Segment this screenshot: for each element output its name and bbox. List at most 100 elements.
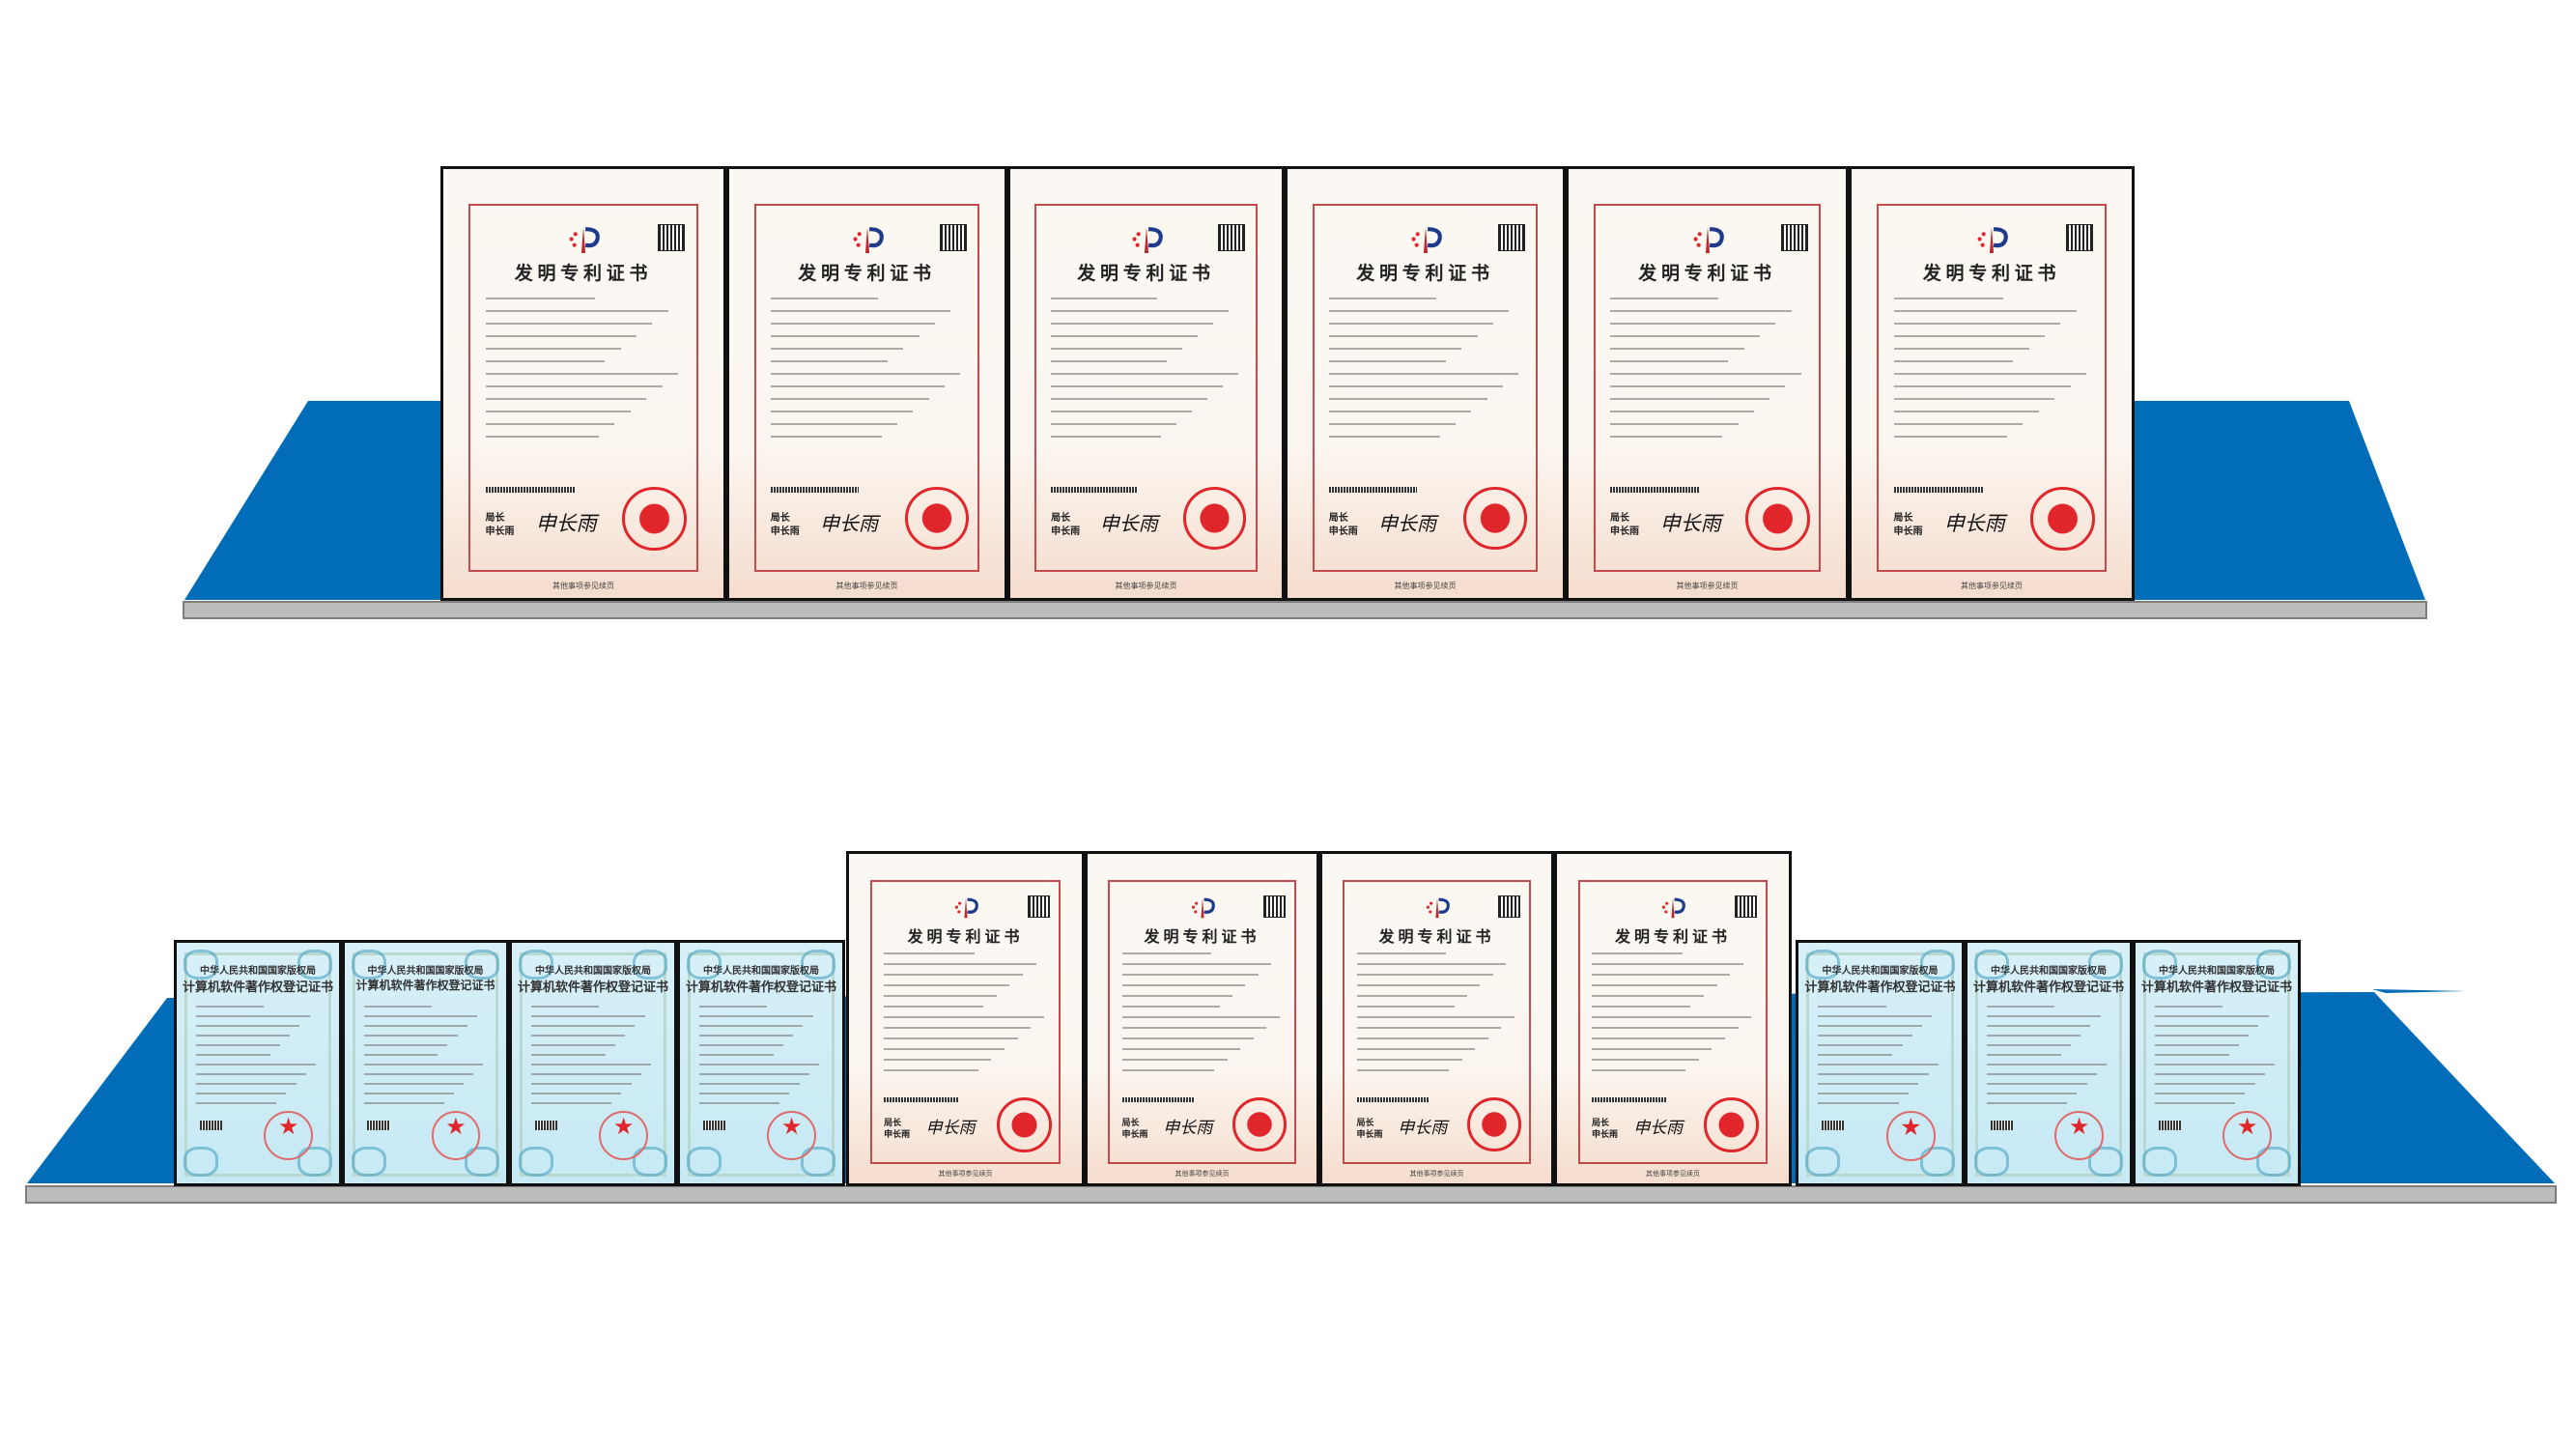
software-copyright-certificate: 中华人民共和国国家版权局 计算机软件著作权登记证书 ★ [342, 940, 509, 1186]
software-copyright-certificate: 中华人民共和国国家版权局 计算机软件著作权登记证书 ★ [2133, 940, 2301, 1186]
official-seal-icon [997, 1097, 1052, 1152]
barcode [702, 1121, 726, 1131]
barcode [199, 1121, 223, 1131]
official-seal-icon [622, 486, 688, 552]
certificate-footer: 其他事项参见续页 [1394, 582, 1457, 591]
official-seal-icon: ★ [2054, 1111, 2105, 1161]
certificate-title: 发明专利证书 [907, 926, 1024, 946]
certificate-issuer: 中华人民共和国国家版权局 [367, 965, 484, 977]
patent-certificate: 发明专利证书 局长 申长雨 申长雨 其他事项参见续页 [1085, 851, 1319, 1186]
qr-code [2066, 223, 2094, 252]
certificate-title: 计算机软件著作权登记证书 [517, 980, 668, 995]
certificate-body-text [1121, 952, 1285, 1080]
certificate-border [753, 203, 980, 573]
certificate-footer: 其他事项参见续页 [1676, 582, 1739, 591]
certificate-title: 发明专利证书 [1077, 263, 1215, 285]
signer-title: 局长 [1051, 513, 1071, 525]
ornament-icon [1973, 950, 2009, 980]
official-seal-icon: ★ [767, 1111, 817, 1161]
ornament-icon [297, 1146, 333, 1177]
qr-code [1781, 223, 1808, 252]
certificate-border [1877, 203, 2107, 573]
certificate-body-text [884, 952, 1049, 1080]
certificate-border [1577, 880, 1769, 1164]
patent-certificate: 发明专利证书 局长 申长雨 申长雨 其他事项参见续页 [1849, 166, 2135, 601]
ornament-icon [801, 950, 836, 980]
signer-name: 申长雨 [1328, 526, 1358, 538]
barcode [1990, 1121, 2014, 1131]
certificate-title: 发明专利证书 [514, 263, 653, 285]
certificate-border [184, 952, 331, 1177]
signature: 申长雨 [1633, 1119, 1684, 1139]
signer-name: 申长雨 [1893, 526, 1923, 538]
signer-name: 申长雨 [884, 1130, 911, 1141]
certificate-issuer: 中华人民共和国国家版权局 [1822, 965, 1939, 977]
ornament-icon [183, 950, 218, 980]
top-shelf-ledge [183, 601, 2427, 619]
ornament-icon [297, 950, 333, 980]
ornament-icon [1919, 950, 1956, 980]
patent-certificate: 发明专利证书 局长 申长雨 申长雨 其他事项参见续页 [726, 166, 1007, 601]
certificate-body-text [196, 1005, 320, 1112]
certificate-border [1593, 203, 1822, 573]
certificate-title: 发明专利证书 [1144, 926, 1260, 946]
barcode [770, 486, 859, 494]
cnipa-logo-icon [1692, 226, 1724, 253]
certificate-body-text [1356, 952, 1519, 1080]
certificate-body-text [1051, 298, 1244, 448]
qr-code [1498, 223, 1526, 252]
barcode [367, 1121, 390, 1131]
certificate-footer: 其他事项参见续页 [1115, 582, 1177, 591]
signature: 申长雨 [535, 511, 597, 535]
software-copyright-certificate: 中华人民共和国国家版权局 计算机软件著作权登记证书 ★ [509, 940, 677, 1186]
official-seal-icon [1183, 486, 1247, 550]
signer-title: 局长 [1893, 513, 1913, 525]
cnipa-logo-icon [1977, 226, 2008, 253]
signature: 申长雨 [1943, 511, 2005, 535]
ornament-icon [1804, 1146, 1841, 1177]
certificate-issuer: 中华人民共和国国家版权局 [1991, 965, 2107, 977]
certificate-title: 发明专利证书 [1638, 263, 1776, 285]
certificate-issuer: 中华人民共和国国家版权局 [703, 965, 819, 977]
qr-code [1027, 895, 1051, 918]
ornament-icon [465, 950, 500, 980]
signature: 申长雨 [1099, 511, 1158, 535]
barcode [1893, 486, 1984, 494]
patent-certificate: 发明专利证书 局长 申长雨 申长雨 其他事项参见续页 [1285, 166, 1566, 601]
barcode [1121, 1097, 1196, 1103]
certificate-border [468, 203, 698, 573]
ornament-icon [2141, 1146, 2177, 1177]
certificate-body-text [1610, 298, 1807, 448]
certificate-body-text [2155, 1005, 2279, 1112]
qr-code [658, 223, 686, 252]
signer-title: 局长 [1356, 1118, 1374, 1128]
barcode [884, 1097, 959, 1103]
cnipa-logo-icon [1426, 897, 1450, 919]
signer-block: 局长 申长雨 [1329, 512, 1358, 539]
signer-name: 申长雨 [485, 526, 515, 538]
certificate-title: 发明专利证书 [1614, 926, 1731, 946]
certificate-border [1343, 880, 1531, 1164]
signer-title: 局长 [884, 1118, 902, 1128]
signature: 申长雨 [1398, 1119, 1448, 1139]
certificate-title: 计算机软件著作权登记证书 [182, 980, 333, 995]
ornament-icon [183, 1146, 218, 1177]
signer-block: 局长 申长雨 [486, 512, 515, 539]
certificate-body-text [485, 298, 685, 448]
certificate-border [520, 952, 666, 1177]
cnipa-logo-icon [1661, 897, 1685, 919]
signer-name: 申长雨 [1592, 1130, 1619, 1141]
ornament-icon [351, 950, 386, 980]
patent-certificate: 发明专利证书 局长 申长雨 申长雨 其他事项参见续页 [1319, 851, 1554, 1186]
cnipa-logo-icon [954, 897, 978, 919]
signer-block: 局长 申长雨 [1610, 512, 1639, 539]
official-seal-icon: ★ [599, 1111, 649, 1161]
signer-name: 申长雨 [1356, 1130, 1383, 1141]
certificate-body-text [699, 1005, 823, 1112]
cnipa-logo-icon [852, 226, 884, 253]
signer-name: 申长雨 [1121, 1130, 1148, 1141]
qr-code [1218, 223, 1245, 252]
certificate-body-text [1328, 298, 1524, 448]
ornament-icon [801, 1146, 836, 1177]
